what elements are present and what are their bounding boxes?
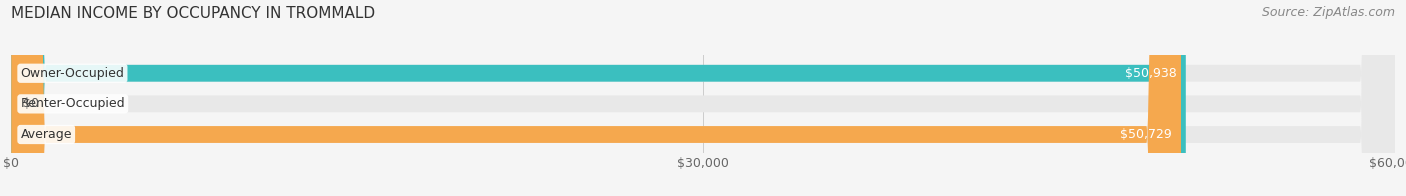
Text: Average: Average bbox=[21, 128, 72, 141]
FancyBboxPatch shape bbox=[11, 0, 1395, 196]
Text: $50,938: $50,938 bbox=[1125, 67, 1177, 80]
Text: Source: ZipAtlas.com: Source: ZipAtlas.com bbox=[1261, 6, 1395, 19]
FancyBboxPatch shape bbox=[11, 0, 1181, 196]
Text: $0: $0 bbox=[22, 97, 39, 110]
Text: $50,729: $50,729 bbox=[1121, 128, 1171, 141]
FancyBboxPatch shape bbox=[11, 0, 1185, 196]
Text: Renter-Occupied: Renter-Occupied bbox=[21, 97, 125, 110]
Text: Owner-Occupied: Owner-Occupied bbox=[21, 67, 124, 80]
FancyBboxPatch shape bbox=[11, 0, 1395, 196]
FancyBboxPatch shape bbox=[11, 0, 1395, 196]
Text: MEDIAN INCOME BY OCCUPANCY IN TROMMALD: MEDIAN INCOME BY OCCUPANCY IN TROMMALD bbox=[11, 6, 375, 21]
